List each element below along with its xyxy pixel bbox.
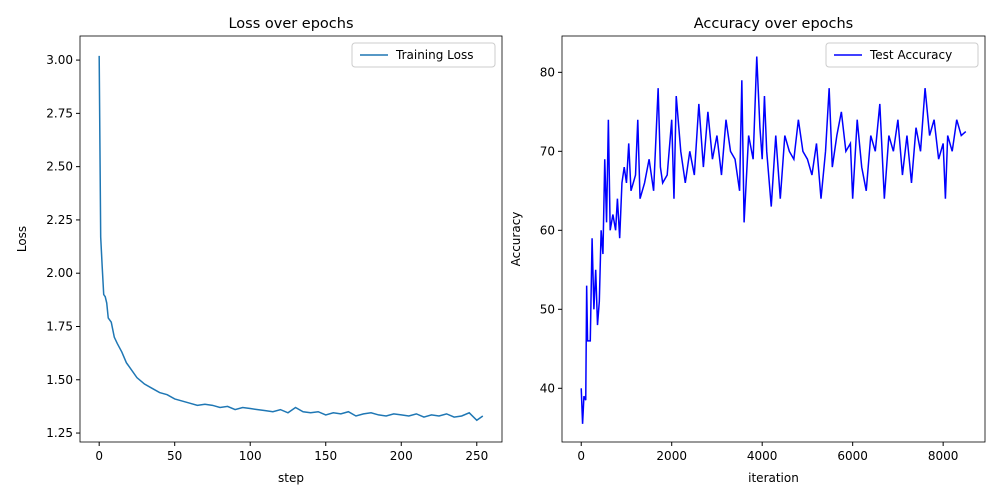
y-tick-label: 60 bbox=[540, 223, 555, 237]
x-tick-label: 250 bbox=[465, 449, 488, 463]
data-line bbox=[580, 56, 967, 424]
y-tick-label: 1.75 bbox=[46, 319, 73, 333]
x-tick-label: 0 bbox=[577, 449, 585, 463]
y-tick-label: 2.00 bbox=[46, 266, 73, 280]
y-tick-label: 2.50 bbox=[46, 160, 73, 174]
legend-box bbox=[351, 42, 496, 68]
y-tick-label: 50 bbox=[540, 302, 555, 316]
data-line bbox=[98, 55, 484, 422]
y-tick-label: 80 bbox=[540, 65, 555, 79]
x-tick-label: 50 bbox=[167, 449, 182, 463]
subplot: Loss over epochs 0 50 100 150 200 250 1.25 1.50 1… bbox=[15, 16, 503, 485]
x-tick-label: 8000 bbox=[928, 449, 959, 463]
x-tick-label: 2000 bbox=[656, 449, 687, 463]
x-tick-label: 4000 bbox=[747, 449, 778, 463]
x-tick-label: 0 bbox=[95, 449, 103, 463]
x-tick-label: 200 bbox=[390, 449, 413, 463]
y-axis-label: Loss bbox=[15, 226, 29, 252]
axes-frame bbox=[79, 35, 503, 443]
axes-frame bbox=[561, 35, 986, 443]
x-axis-label: step bbox=[278, 471, 304, 485]
y-tick-label: 2.25 bbox=[46, 213, 73, 227]
y-axis-label: Accuracy bbox=[509, 212, 523, 267]
x-tick-label: 6000 bbox=[837, 449, 868, 463]
legend: Training Loss bbox=[351, 42, 496, 68]
y-tick-label: 2.75 bbox=[46, 106, 73, 120]
subplot: Accuracy over epochs 0 2000 4000 6000 8000 40 5… bbox=[509, 16, 986, 485]
legend-box bbox=[825, 42, 979, 68]
x-tick-label: 100 bbox=[239, 449, 262, 463]
y-tick-label: 3.00 bbox=[46, 53, 73, 67]
y-tick-label: 1.50 bbox=[46, 373, 73, 387]
legend-label: Training Loss bbox=[395, 48, 473, 62]
x-tick-label: 150 bbox=[314, 449, 337, 463]
legend: Test Accuracy bbox=[825, 42, 979, 68]
subplot-title: Accuracy over epochs bbox=[694, 16, 853, 32]
y-tick-label: 1.25 bbox=[46, 426, 73, 440]
subplot-title: Loss over epochs bbox=[228, 16, 353, 32]
legend-label: Test Accuracy bbox=[869, 48, 952, 62]
y-tick-label: 70 bbox=[540, 144, 555, 158]
x-axis-label: iteration bbox=[748, 471, 799, 485]
y-tick-label: 40 bbox=[540, 381, 555, 395]
